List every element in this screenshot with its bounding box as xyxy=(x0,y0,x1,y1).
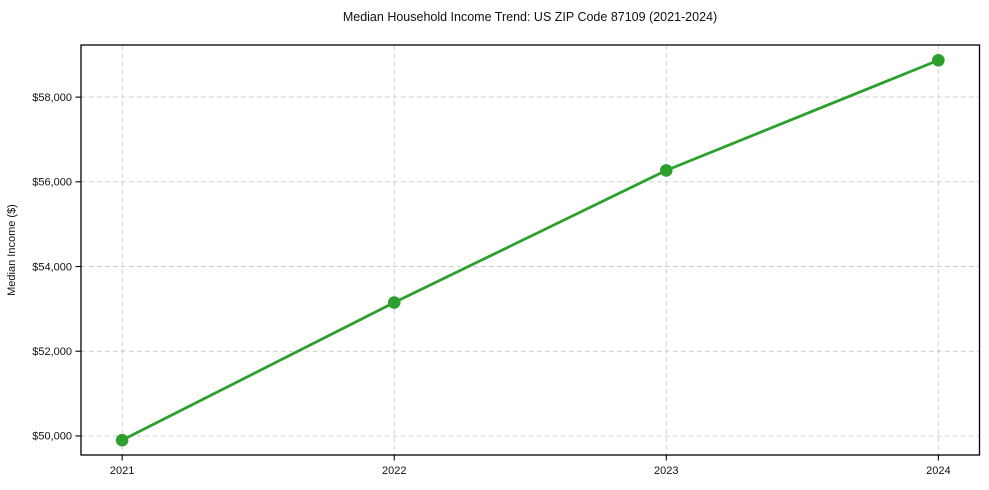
y-tick-label: $56,000 xyxy=(32,177,72,189)
series-layer xyxy=(115,53,945,447)
y-tick-label: $50,000 xyxy=(32,431,72,443)
x-tick-label: 2022 xyxy=(382,465,406,477)
x-tick-label: 2024 xyxy=(926,465,950,477)
x-tick-label: 2021 xyxy=(110,465,134,477)
data-point-marker xyxy=(387,296,401,309)
series-line xyxy=(120,58,940,442)
axis-ticks-layer: $50,000 $52,000 $54,000 $56,000 $58,000 2021 2… xyxy=(32,92,950,477)
y-tick-label: $54,000 xyxy=(32,261,72,273)
y-tick-label: $52,000 xyxy=(32,346,72,358)
y-axis-label: Median Income ($) xyxy=(6,204,18,296)
data-point-marker xyxy=(659,164,673,177)
x-tick-label: 2023 xyxy=(654,465,678,477)
data-point-marker xyxy=(115,433,129,447)
chart-title: Median Household Income Trend: US ZIP Co… xyxy=(343,10,717,24)
gridlines-layer xyxy=(81,45,980,455)
plot-border xyxy=(80,44,981,456)
data-point-marker xyxy=(932,53,945,67)
y-tick-label: $58,000 xyxy=(32,92,72,104)
plot-border-layer xyxy=(80,44,981,456)
